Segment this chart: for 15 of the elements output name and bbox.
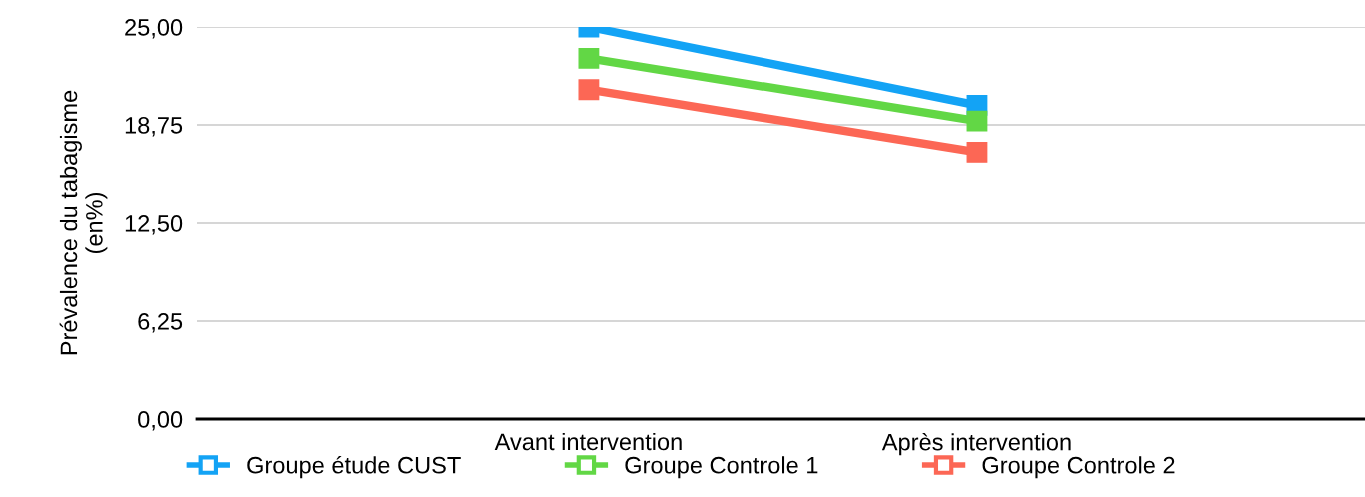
y-tick-label: 25,00 xyxy=(125,19,183,39)
y-axis-title: Prévalence du tabagisme (en%) xyxy=(59,90,108,355)
point xyxy=(966,110,988,132)
y-tick-label: 0,00 xyxy=(138,411,183,431)
point xyxy=(966,142,988,163)
legend-label: Groupe étude CUST xyxy=(247,455,461,479)
y-tick-label: 12,50 xyxy=(125,215,183,235)
legend-label: Groupe Controle 1 xyxy=(625,456,818,479)
legend-label: Groupe Controle 2 xyxy=(982,456,1175,479)
y-tick-label: 6,25 xyxy=(138,313,183,333)
point xyxy=(578,79,600,101)
x-tick-label: Avant intervention xyxy=(494,432,682,451)
x-tick-label: Après intervention xyxy=(881,432,1071,456)
y-tick-label: 18,75 xyxy=(125,117,183,137)
point xyxy=(578,47,600,69)
